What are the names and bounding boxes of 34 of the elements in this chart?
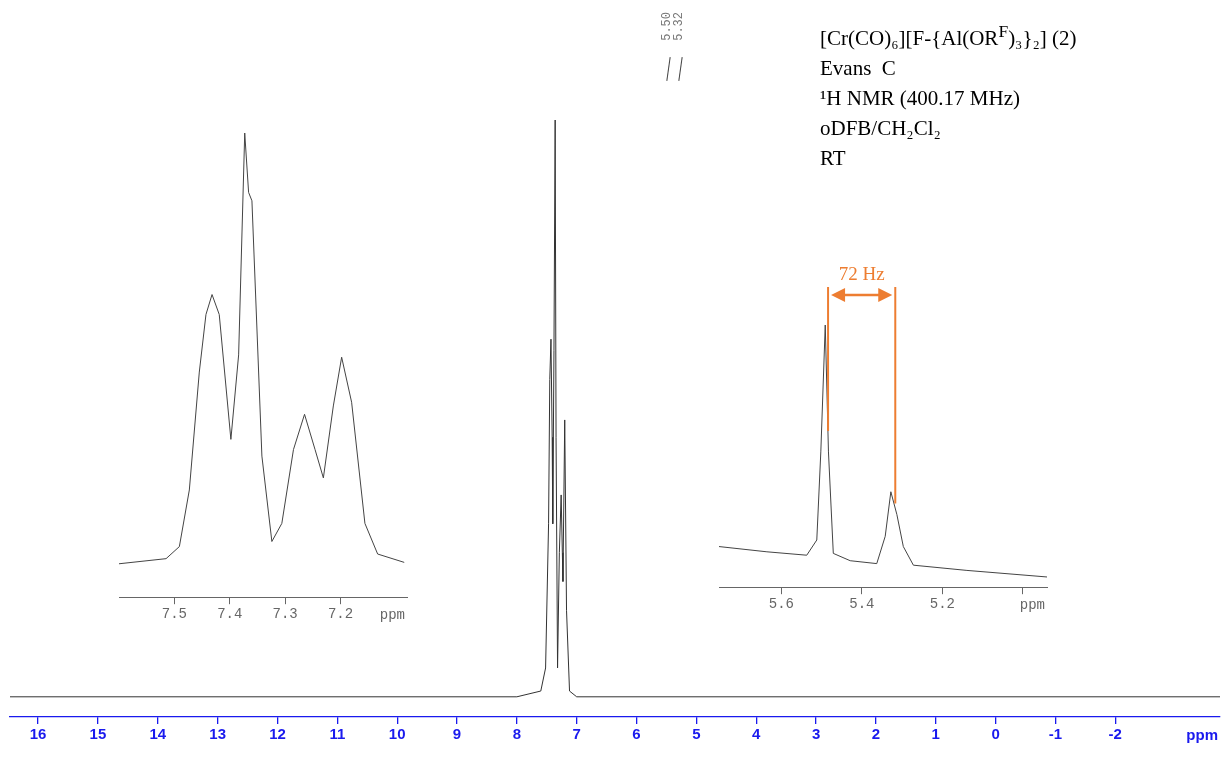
annotation: 72 Hz [838, 263, 885, 285]
x-tick-label: 8 [512, 725, 522, 743]
x-tick-label: 14 [149, 725, 167, 743]
x-tick-label: 7.4 [217, 606, 243, 623]
x-tick-label: -1 [1048, 725, 1063, 743]
x-tick-label: 12 [269, 725, 286, 743]
x-tick-label: 7 [572, 725, 581, 743]
x-tick-label: 5.6 [768, 596, 794, 613]
x-axis-title: ppm [1019, 596, 1045, 613]
x-tick-label: 7.2 [327, 606, 354, 623]
x-tick-label: -2 [1108, 725, 1122, 743]
x-tick-label: 5.4 [849, 596, 875, 613]
x-axis-title: ppm [379, 606, 405, 623]
x-tick-label: 15 [89, 725, 107, 743]
x-tick-label: 4 [752, 725, 762, 743]
x-axis-title: ppm [1186, 725, 1218, 743]
x-tick-label: 13 [209, 725, 226, 743]
x-tick-label: 3 [811, 725, 821, 743]
x-tick-label: 0 [991, 725, 1000, 743]
x-tick-label: 16 [29, 725, 47, 743]
x-tick-label: 11 [329, 725, 346, 743]
text: 5.32 [672, 12, 686, 43]
x-tick-label: 9 [452, 725, 462, 743]
text: 5.50 [660, 12, 674, 43]
x-tick-label: 5 [692, 725, 701, 743]
x-tick-label: 7.5 [161, 606, 187, 623]
x-tick-label: 7.3 [272, 606, 298, 623]
x-tick-label: 6 [632, 725, 641, 743]
chart-title: [Cr(CO)₆][F-{Al(OR$^{F}$)₃}₂] (2) [820, 21, 1077, 50]
x-tick-label: 2 [871, 725, 881, 743]
chart-subtitle: Evans C ¹H NMR (400.17 MHz) oDFB/CH₂Cl₂ RT [820, 56, 1020, 170]
x-tick-label: 1 [931, 725, 940, 743]
x-tick-label: 5.2 [929, 596, 955, 613]
x-tick-label: 10 [388, 725, 406, 743]
